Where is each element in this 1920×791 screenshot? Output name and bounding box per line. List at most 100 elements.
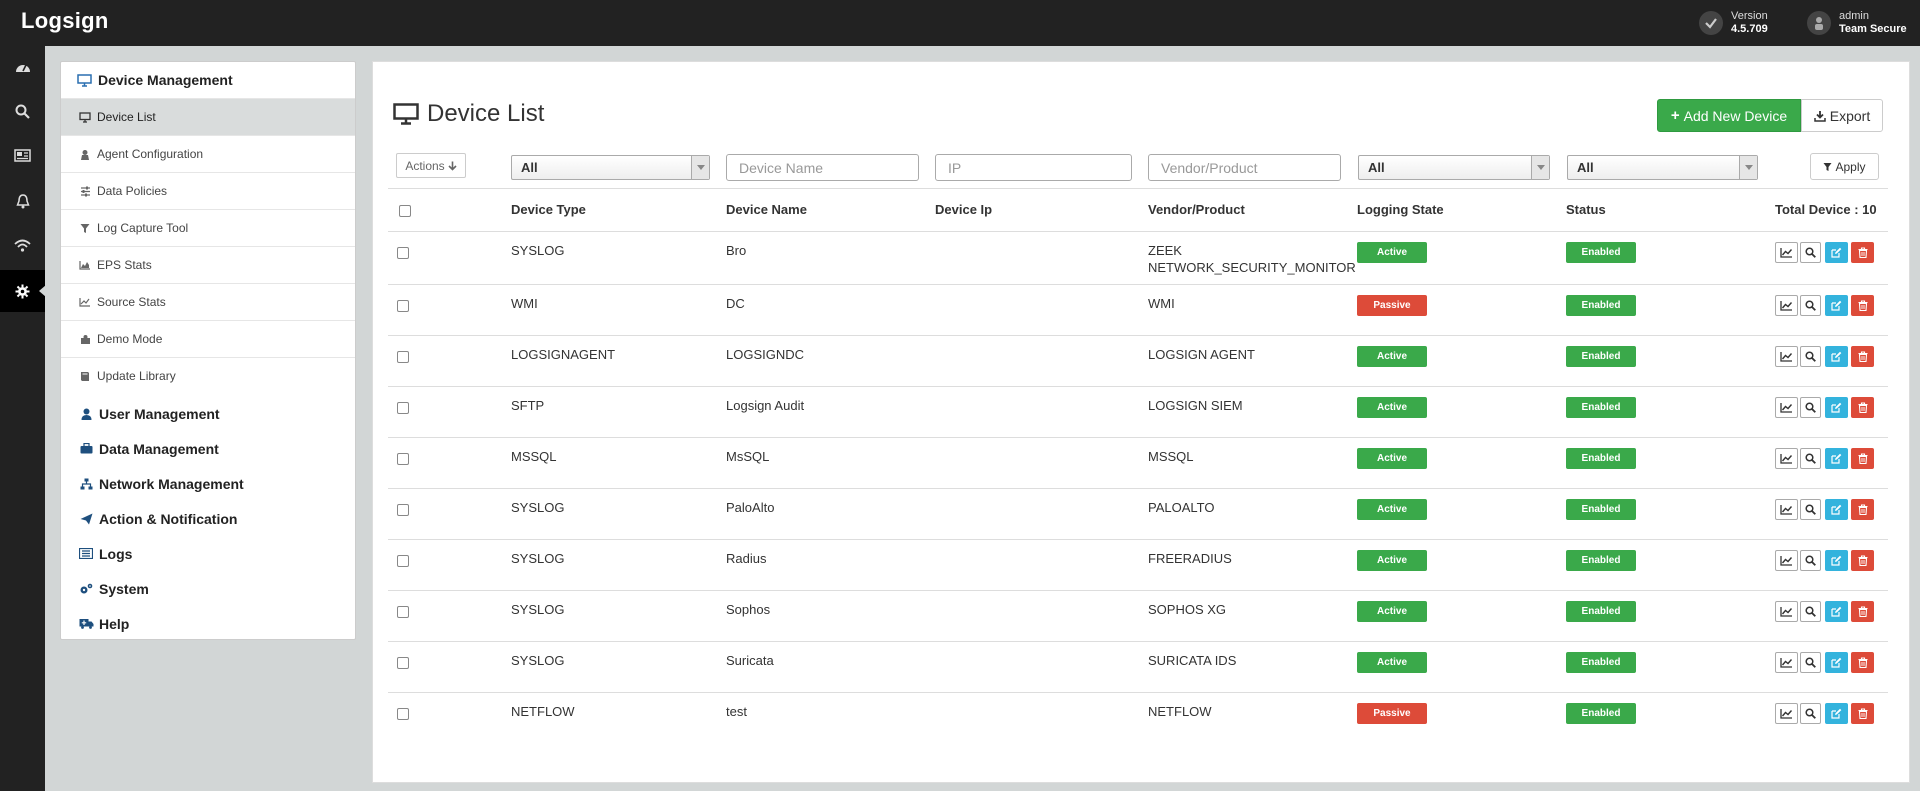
logging-state-badge: Active: [1357, 397, 1427, 418]
sidebar-item-update-library[interactable]: Update Library: [61, 357, 355, 394]
sidebar-section-system[interactable]: System: [61, 571, 149, 606]
search-icon[interactable]: [0, 90, 45, 132]
device-type-select[interactable]: All: [511, 155, 710, 180]
view-details-button[interactable]: [1800, 499, 1821, 520]
sidebar-item-device-list[interactable]: Device List: [61, 98, 355, 135]
edit-device-button[interactable]: [1825, 397, 1848, 418]
add-new-device-button[interactable]: + Add New Device: [1657, 99, 1801, 132]
apply-filter-button[interactable]: Apply: [1810, 153, 1879, 180]
column-status[interactable]: Status: [1566, 202, 1606, 217]
row-checkbox[interactable]: [397, 300, 409, 312]
stats-chart-button[interactable]: [1775, 499, 1798, 520]
row-checkbox[interactable]: [397, 708, 409, 720]
row-checkbox[interactable]: [397, 402, 409, 414]
app-logo[interactable]: Logsign: [21, 8, 109, 33]
wifi-icon[interactable]: [0, 224, 45, 266]
delete-device-button[interactable]: [1851, 601, 1874, 622]
vendor-line: ZEEK: [1148, 243, 1182, 258]
delete-device-button[interactable]: [1851, 703, 1874, 724]
vendor-product-input[interactable]: Vendor/Product: [1148, 154, 1341, 181]
sidebar-item-demo-mode[interactable]: Demo Mode: [61, 320, 355, 357]
sidebar-item-eps-stats[interactable]: EPS Stats: [61, 246, 355, 283]
view-details-button[interactable]: [1800, 601, 1821, 622]
delete-device-button[interactable]: [1851, 652, 1874, 673]
column-logging-state[interactable]: Logging State: [1357, 202, 1444, 217]
row-checkbox[interactable]: [397, 555, 409, 567]
sidebar-section-action-notification[interactable]: Action & Notification: [61, 501, 237, 536]
sidebar-section-logs[interactable]: Logs: [61, 536, 132, 571]
column-vendor-product[interactable]: Vendor/Product: [1148, 202, 1245, 217]
row-checkbox[interactable]: [397, 504, 409, 516]
sidebar-item-log-capture-tool[interactable]: Log Capture Tool: [61, 209, 355, 246]
row-checkbox[interactable]: [397, 453, 409, 465]
row-checkbox[interactable]: [397, 657, 409, 669]
edit-device-button[interactable]: [1825, 499, 1848, 520]
filter-icon: [1823, 162, 1832, 172]
newspaper-icon[interactable]: [0, 134, 45, 176]
column-device-name[interactable]: Device Name: [726, 202, 807, 217]
sidebar-item-label: Update Library: [97, 369, 176, 383]
view-details-button[interactable]: [1800, 346, 1821, 367]
actions-dropdown-button[interactable]: Actions: [396, 153, 466, 178]
edit-device-button[interactable]: [1825, 652, 1848, 673]
view-details-button[interactable]: [1800, 703, 1821, 724]
stats-chart-button[interactable]: [1775, 242, 1798, 263]
delete-device-button[interactable]: [1851, 448, 1874, 469]
stats-chart-button[interactable]: [1775, 550, 1798, 571]
sidebar-item-source-stats[interactable]: Source Stats: [61, 283, 355, 320]
row-checkbox[interactable]: [397, 247, 409, 259]
view-details-button[interactable]: [1800, 242, 1821, 263]
column-device-ip[interactable]: Device Ip: [935, 202, 993, 217]
stats-chart-button[interactable]: [1775, 652, 1798, 673]
delete-device-button[interactable]: [1851, 550, 1874, 571]
ip-input[interactable]: IP: [935, 154, 1132, 181]
logging-state-select[interactable]: All: [1358, 155, 1550, 180]
stats-chart-button[interactable]: [1775, 601, 1798, 622]
sidebar-section-help[interactable]: Help: [61, 606, 129, 641]
delete-device-button[interactable]: [1851, 499, 1874, 520]
edit-device-button[interactable]: [1825, 550, 1848, 571]
sidebar-section-network-management[interactable]: Network Management: [61, 466, 244, 501]
sidebar-section-user-management[interactable]: User Management: [61, 396, 220, 431]
delete-device-button[interactable]: [1851, 397, 1874, 418]
view-details-button[interactable]: [1800, 295, 1821, 316]
stats-chart-button[interactable]: [1775, 448, 1798, 469]
sidebar-section-data-management[interactable]: Data Management: [61, 431, 219, 466]
select-all-checkbox[interactable]: [399, 205, 411, 217]
device-name-input[interactable]: Device Name: [726, 154, 919, 181]
delete-device-button[interactable]: [1851, 242, 1874, 263]
edit-device-button[interactable]: [1825, 601, 1848, 622]
status-select[interactable]: All: [1567, 155, 1758, 180]
ambulance-icon: [77, 618, 95, 629]
delete-device-button[interactable]: [1851, 295, 1874, 316]
edit-device-button[interactable]: [1825, 703, 1848, 724]
table-row: SYSLOG PaloAlto PALOALTO Active Enabled: [388, 489, 1888, 540]
stats-chart-button[interactable]: [1775, 346, 1798, 367]
dashboard-icon[interactable]: [0, 46, 45, 88]
sidebar-item-agent-configuration[interactable]: Agent Configuration: [61, 135, 355, 172]
stats-chart-button[interactable]: [1775, 295, 1798, 316]
edit-device-button[interactable]: [1825, 346, 1848, 367]
view-details-button[interactable]: [1800, 448, 1821, 469]
column-device-type[interactable]: Device Type: [511, 202, 586, 217]
menu-header[interactable]: Device Management: [61, 62, 355, 98]
stats-chart-button[interactable]: [1775, 703, 1798, 724]
cell-device-name: PaloAlto: [726, 500, 775, 515]
view-details-button[interactable]: [1800, 652, 1821, 673]
export-button[interactable]: Export: [1801, 99, 1883, 132]
view-details-button[interactable]: [1800, 397, 1821, 418]
search-icon: [1805, 657, 1816, 668]
edit-device-button[interactable]: [1825, 448, 1848, 469]
view-details-button[interactable]: [1800, 550, 1821, 571]
edit-device-button[interactable]: [1825, 242, 1848, 263]
row-checkbox[interactable]: [397, 606, 409, 618]
line-chart-icon: [1780, 402, 1793, 413]
gear-icon[interactable]: [0, 270, 46, 312]
bell-icon[interactable]: [0, 180, 45, 222]
delete-device-button[interactable]: [1851, 346, 1874, 367]
row-checkbox[interactable]: [397, 351, 409, 363]
user-menu[interactable]: admin Team Secure: [1807, 10, 1907, 36]
edit-device-button[interactable]: [1825, 295, 1848, 316]
stats-chart-button[interactable]: [1775, 397, 1798, 418]
sidebar-item-data-policies[interactable]: Data Policies: [61, 172, 355, 209]
